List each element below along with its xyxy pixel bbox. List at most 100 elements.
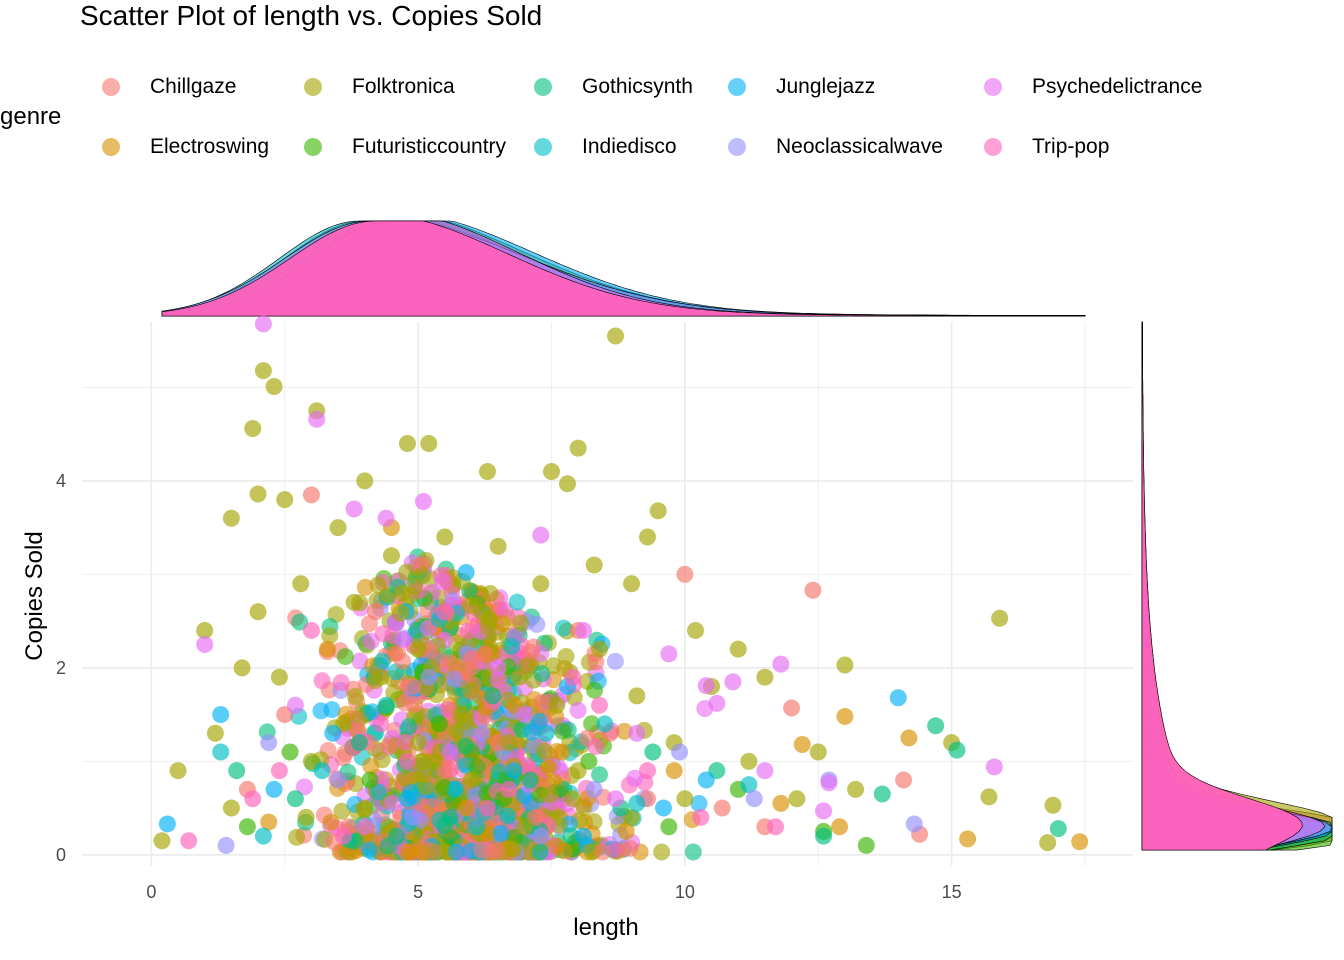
scatter-point (212, 743, 230, 761)
scatter-point (772, 794, 790, 812)
scatter-point (158, 815, 176, 833)
scatter-point (1039, 834, 1057, 852)
scatter-point (396, 733, 414, 751)
scatter-point (756, 762, 774, 780)
scatter-point (385, 684, 403, 702)
scatter-point (332, 673, 350, 691)
scatter-point (430, 715, 448, 733)
scatter-point (196, 621, 214, 639)
scatter-point (512, 614, 530, 632)
scatter-point (473, 724, 491, 742)
right-marginal-density (1141, 321, 1333, 851)
scatter-point (574, 827, 592, 845)
scatter-point (510, 668, 528, 686)
scatter-point (847, 780, 865, 798)
scatter-point (756, 668, 774, 686)
scatter-point (260, 813, 278, 831)
scatter-point (569, 439, 587, 457)
scatter-point (1071, 833, 1089, 851)
scatter-point (369, 576, 387, 594)
scatter-point (313, 762, 331, 780)
scatter-point (555, 619, 573, 637)
scatter-point (398, 435, 416, 453)
scatter-point (676, 790, 694, 808)
scatter-point (697, 771, 715, 789)
scatter-point (623, 575, 641, 593)
scatter-point (729, 640, 747, 658)
scatter-point (521, 771, 539, 789)
scatter-point (377, 509, 395, 527)
scatter-point (478, 799, 496, 817)
legend-label: Gothicsynth (582, 75, 693, 98)
scatter-point (244, 420, 262, 438)
scatter-point (555, 842, 573, 860)
scatter-point (288, 828, 306, 846)
scatter-point (409, 734, 427, 752)
scatter-point (436, 603, 454, 621)
legend-key (984, 138, 1002, 156)
scatter-point (396, 694, 414, 712)
scatter-point (372, 668, 390, 686)
scatter-point (457, 799, 475, 817)
scatter-point (212, 706, 230, 724)
scatter-point (313, 672, 331, 690)
scatter-point (398, 752, 416, 770)
scatter-point (522, 643, 540, 661)
scatter-point (676, 565, 694, 583)
scatter-point (489, 537, 507, 555)
scatter-point (281, 743, 299, 761)
legend-item-chillgaze: Chillgaze (100, 72, 236, 102)
y-axis-title: Copies Sold (21, 531, 48, 660)
scatter-point (360, 841, 378, 859)
legend-title: genre (0, 103, 62, 130)
scatter-point (536, 742, 554, 760)
scatter-point (441, 808, 459, 826)
scatter-point (462, 682, 480, 700)
scatter-point (815, 827, 833, 845)
scatter-point (494, 615, 512, 633)
top-marginal-density (161, 220, 1086, 317)
scatter-point (804, 581, 822, 599)
scatter-point (820, 774, 838, 792)
legend-label: Folktronica (352, 75, 455, 98)
scatter-point (788, 790, 806, 808)
scatter-point (441, 743, 459, 761)
scatter-point (590, 640, 608, 658)
scatter-point (394, 652, 412, 670)
scatter-point (857, 836, 875, 854)
scatter-point (384, 794, 402, 812)
scatter-point (468, 757, 486, 775)
scatter-point (447, 843, 465, 861)
scatter-point (398, 790, 416, 808)
scatter-point (356, 818, 374, 836)
scatter-point (350, 734, 368, 752)
legend-label: Chillgaze (150, 75, 237, 98)
scatter-point (783, 699, 801, 717)
scatter-point (873, 785, 891, 803)
scatter-point (180, 832, 198, 850)
scatter-point (889, 689, 907, 707)
scatter-point (404, 678, 422, 696)
scatter-point (334, 827, 352, 845)
legend-key (304, 78, 322, 96)
chart-title: Scatter Plot of length vs. Copies Sold (80, 0, 543, 31)
scatter-point (345, 593, 363, 611)
scatter-point (479, 617, 497, 635)
scatter-point (356, 472, 374, 490)
legend-label: Neoclassicalwave (776, 135, 943, 158)
scatter-point (434, 573, 452, 591)
scatter-point (238, 818, 256, 836)
scatter-point (398, 563, 416, 581)
scatter-point (500, 780, 518, 798)
scatter-point (444, 794, 462, 812)
scatter-point (425, 752, 443, 770)
legend-item-psychedelictrance: Psychedelictrance (982, 72, 1202, 102)
legend-key (102, 78, 120, 96)
scatter-point (569, 701, 587, 719)
scatter-point (329, 519, 347, 537)
x-tick-label: 0 (146, 882, 156, 902)
scatter-point (655, 799, 673, 817)
scatter-point (553, 722, 571, 740)
scatter-point (302, 486, 320, 504)
